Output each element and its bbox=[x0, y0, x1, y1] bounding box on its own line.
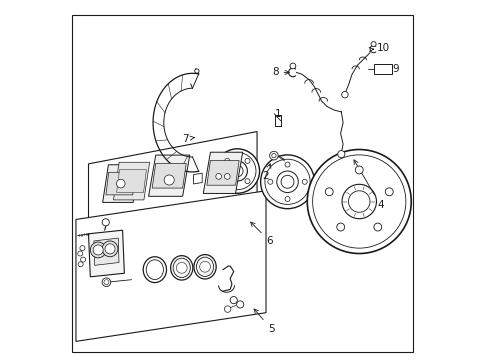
Polygon shape bbox=[88, 132, 257, 250]
Circle shape bbox=[102, 278, 110, 287]
Circle shape bbox=[341, 184, 376, 219]
Polygon shape bbox=[117, 170, 146, 192]
Circle shape bbox=[276, 171, 298, 193]
Circle shape bbox=[224, 179, 229, 184]
Text: 3: 3 bbox=[225, 176, 235, 192]
Circle shape bbox=[78, 262, 83, 267]
Circle shape bbox=[102, 219, 109, 226]
Polygon shape bbox=[102, 165, 139, 202]
Circle shape bbox=[264, 159, 309, 204]
Polygon shape bbox=[193, 173, 202, 184]
Text: 5: 5 bbox=[254, 309, 274, 334]
Ellipse shape bbox=[146, 260, 163, 279]
Circle shape bbox=[341, 91, 347, 98]
Circle shape bbox=[269, 151, 278, 160]
Circle shape bbox=[224, 158, 229, 163]
Circle shape bbox=[267, 179, 272, 184]
Text: 1: 1 bbox=[275, 109, 281, 119]
Circle shape bbox=[281, 175, 293, 188]
Ellipse shape bbox=[194, 255, 216, 279]
Circle shape bbox=[227, 161, 247, 181]
Circle shape bbox=[271, 153, 276, 158]
Circle shape bbox=[289, 63, 295, 69]
Circle shape bbox=[81, 257, 85, 262]
Circle shape bbox=[337, 150, 344, 158]
Circle shape bbox=[102, 241, 118, 257]
Circle shape bbox=[176, 262, 187, 273]
Circle shape bbox=[116, 179, 125, 188]
Bar bbox=[373, 64, 391, 74]
Circle shape bbox=[90, 242, 106, 258]
Polygon shape bbox=[76, 191, 265, 341]
Circle shape bbox=[336, 223, 344, 231]
Circle shape bbox=[370, 41, 375, 46]
Circle shape bbox=[231, 165, 243, 177]
Circle shape bbox=[244, 179, 249, 184]
Circle shape bbox=[215, 149, 259, 193]
Polygon shape bbox=[106, 172, 135, 195]
Circle shape bbox=[260, 155, 314, 209]
Circle shape bbox=[164, 175, 174, 185]
Text: 2: 2 bbox=[262, 164, 270, 181]
Text: 10: 10 bbox=[368, 43, 389, 53]
Circle shape bbox=[230, 297, 237, 304]
Text: 7: 7 bbox=[182, 134, 194, 144]
Polygon shape bbox=[203, 152, 242, 193]
Polygon shape bbox=[113, 162, 149, 200]
Circle shape bbox=[194, 69, 199, 73]
Text: 9: 9 bbox=[391, 64, 398, 74]
Circle shape bbox=[244, 158, 249, 163]
Text: 6: 6 bbox=[250, 222, 272, 246]
Circle shape bbox=[385, 188, 392, 196]
Circle shape bbox=[373, 223, 381, 231]
Ellipse shape bbox=[173, 258, 190, 278]
Circle shape bbox=[199, 261, 210, 272]
Circle shape bbox=[285, 162, 289, 167]
Circle shape bbox=[224, 306, 230, 312]
Circle shape bbox=[215, 174, 221, 179]
Polygon shape bbox=[94, 238, 119, 265]
Ellipse shape bbox=[196, 257, 213, 276]
Polygon shape bbox=[88, 230, 124, 277]
Ellipse shape bbox=[143, 257, 166, 283]
Circle shape bbox=[236, 301, 244, 308]
Polygon shape bbox=[152, 163, 186, 188]
Circle shape bbox=[325, 188, 332, 196]
Circle shape bbox=[355, 166, 363, 174]
Circle shape bbox=[105, 244, 115, 254]
Circle shape bbox=[218, 152, 255, 190]
Circle shape bbox=[104, 280, 109, 285]
Circle shape bbox=[224, 174, 230, 179]
Ellipse shape bbox=[170, 256, 192, 280]
Circle shape bbox=[285, 197, 289, 202]
Circle shape bbox=[312, 155, 405, 248]
Circle shape bbox=[93, 245, 103, 255]
Polygon shape bbox=[148, 155, 189, 196]
Text: 8: 8 bbox=[271, 67, 288, 77]
Text: 4: 4 bbox=[353, 160, 383, 210]
Circle shape bbox=[80, 246, 85, 251]
Polygon shape bbox=[206, 161, 239, 185]
Circle shape bbox=[306, 149, 410, 253]
Circle shape bbox=[78, 251, 82, 256]
Circle shape bbox=[302, 179, 306, 184]
Circle shape bbox=[348, 191, 369, 212]
